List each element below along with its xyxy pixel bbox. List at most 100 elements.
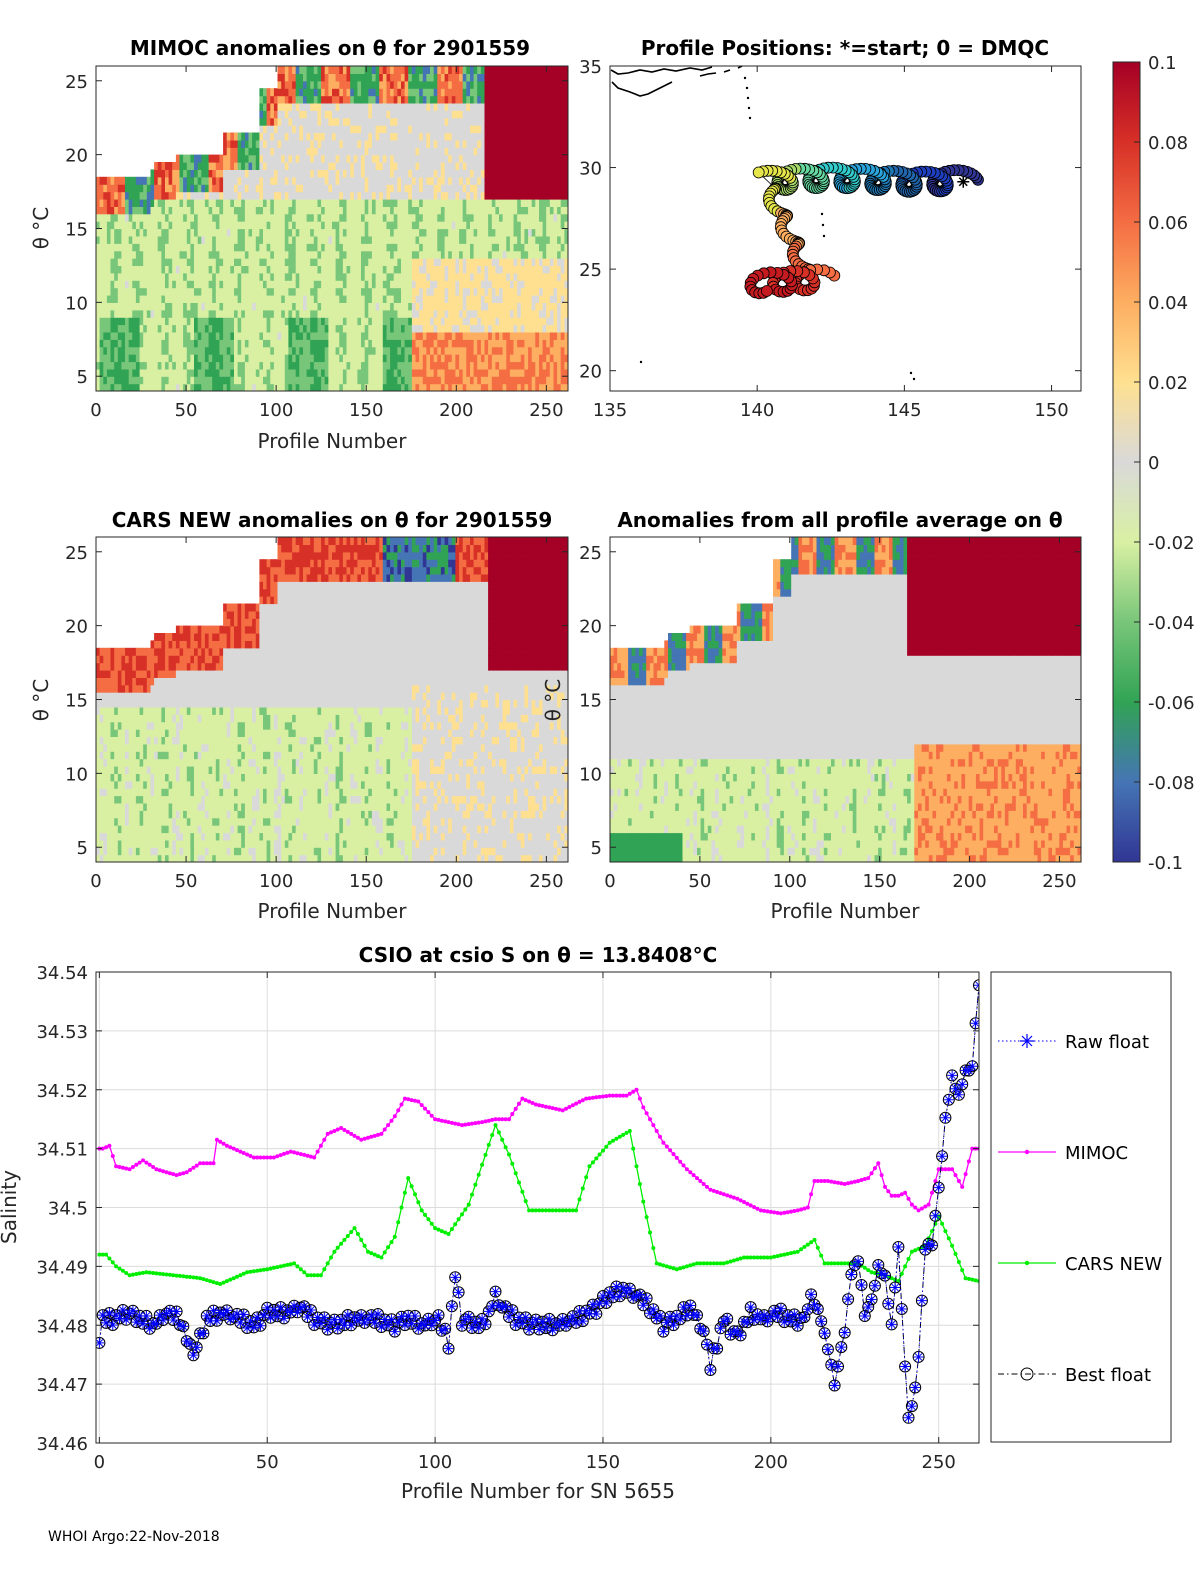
heatmap-cell xyxy=(273,376,279,385)
heatmap-cell xyxy=(303,139,308,148)
heatmap-cell xyxy=(252,243,257,252)
heatmap-cell xyxy=(295,309,300,318)
heatmap-cell xyxy=(408,235,413,244)
heatmap-cell xyxy=(157,376,162,385)
heatmap-cell xyxy=(139,265,144,274)
heatmap-cell xyxy=(455,235,460,244)
heatmap-cell xyxy=(390,221,395,230)
heatmap-cell xyxy=(357,368,362,377)
heatmap-cell xyxy=(277,125,282,134)
heatmap-cell xyxy=(549,139,554,148)
heatmap-cell xyxy=(306,206,311,215)
heatmap-cell xyxy=(549,95,554,104)
heatmap-cell xyxy=(513,102,518,111)
heatmap-cell xyxy=(528,354,533,363)
heatmap-cell xyxy=(273,117,279,126)
heatmap-cell xyxy=(197,376,202,385)
heatmap-cell xyxy=(190,354,195,363)
heatmap-cell xyxy=(252,206,257,215)
panel-mimoc: MIMOC anomalies on θ for 2901559 0 50 100 1… xyxy=(29,36,569,453)
heatmap-cell xyxy=(382,280,387,289)
heatmap-cell xyxy=(473,221,478,230)
heatmap-cell xyxy=(451,243,456,252)
heatmap-cell xyxy=(128,331,133,340)
heatmap-cell xyxy=(491,139,496,148)
heatmap-cell xyxy=(110,317,115,326)
heatmap-cell xyxy=(499,280,504,289)
heatmap-cell xyxy=(451,176,456,185)
heatmap-cell xyxy=(299,184,304,193)
heatmap-cell xyxy=(114,265,119,274)
heatmap-cell xyxy=(226,272,231,281)
heatmap-cell xyxy=(117,295,122,303)
heatmap-cell xyxy=(477,95,482,104)
heatmap-cell xyxy=(393,80,398,89)
heatmap-cell xyxy=(288,80,293,89)
heatmap-cell xyxy=(509,88,515,97)
heatmap-cell xyxy=(473,280,478,289)
heatmap-cell xyxy=(234,295,239,303)
heatmap-cell xyxy=(528,125,533,134)
heatmap-cell xyxy=(539,368,544,377)
heatmap-cell xyxy=(277,265,282,274)
heatmap-cell xyxy=(110,287,115,296)
heatmap-cell xyxy=(535,184,540,193)
heatmap-cell xyxy=(451,383,456,391)
heatmap-cell xyxy=(546,73,551,82)
heatmap-cell xyxy=(455,346,460,355)
heatmap-cell xyxy=(303,346,308,355)
heatmap-cell xyxy=(335,331,340,340)
heatmap-cell xyxy=(201,162,206,170)
heatmap-cell xyxy=(190,213,195,222)
heatmap-cell xyxy=(117,206,122,215)
heatmap-cell xyxy=(350,272,355,281)
heatmap-cell xyxy=(234,361,239,370)
heatmap-cell xyxy=(197,154,202,163)
heatmap-cell xyxy=(310,206,315,215)
heatmap-cell xyxy=(415,154,420,163)
heatmap-cell xyxy=(364,139,369,148)
heatmap-cell xyxy=(549,354,554,363)
heatmap-cell xyxy=(248,235,253,244)
heatmap-cell xyxy=(241,213,246,222)
heatmap-cell xyxy=(411,339,417,348)
heatmap-cell xyxy=(488,176,493,185)
heatmap-cell xyxy=(411,361,417,370)
heatmap-cell xyxy=(430,88,435,97)
heatmap-cell xyxy=(328,243,333,252)
heatmap-cell xyxy=(194,309,199,318)
heatmap-cell xyxy=(513,125,518,134)
heatmap-cell xyxy=(288,176,293,185)
heatmap-cell xyxy=(408,110,413,119)
heatmap-cell xyxy=(364,331,369,340)
heatmap-cell xyxy=(390,73,395,82)
heatmap-cell xyxy=(382,243,387,252)
heatmap-cell xyxy=(553,361,558,370)
heatmap-cell xyxy=(539,265,544,274)
heatmap-cell xyxy=(386,324,391,333)
heatmap-cell xyxy=(270,331,275,340)
heatmap-cell xyxy=(517,102,522,111)
heatmap-cell xyxy=(335,354,340,363)
heatmap-cell xyxy=(535,66,540,74)
heatmap-cell xyxy=(386,258,391,266)
heatmap-cell xyxy=(292,132,297,141)
heatmap-cell xyxy=(506,339,511,348)
heatmap-cell xyxy=(215,368,220,377)
heatmap-cell xyxy=(480,73,486,82)
heatmap-cell xyxy=(252,287,257,296)
heatmap-cell xyxy=(531,250,536,259)
heatmap-cell xyxy=(303,324,308,333)
heatmap-cell xyxy=(379,147,384,156)
heatmap-cell xyxy=(484,176,489,185)
heatmap-cell xyxy=(103,302,108,311)
heatmap-cell xyxy=(335,376,340,385)
heatmap-cell xyxy=(473,102,478,111)
heatmap-cell xyxy=(332,354,337,363)
heatmap-cell xyxy=(350,346,355,355)
heatmap-cell xyxy=(382,361,387,370)
heatmap-cell xyxy=(259,221,264,230)
heatmap-cell xyxy=(480,280,486,289)
heatmap-cell xyxy=(488,213,493,222)
heatmap-cell xyxy=(154,354,159,363)
